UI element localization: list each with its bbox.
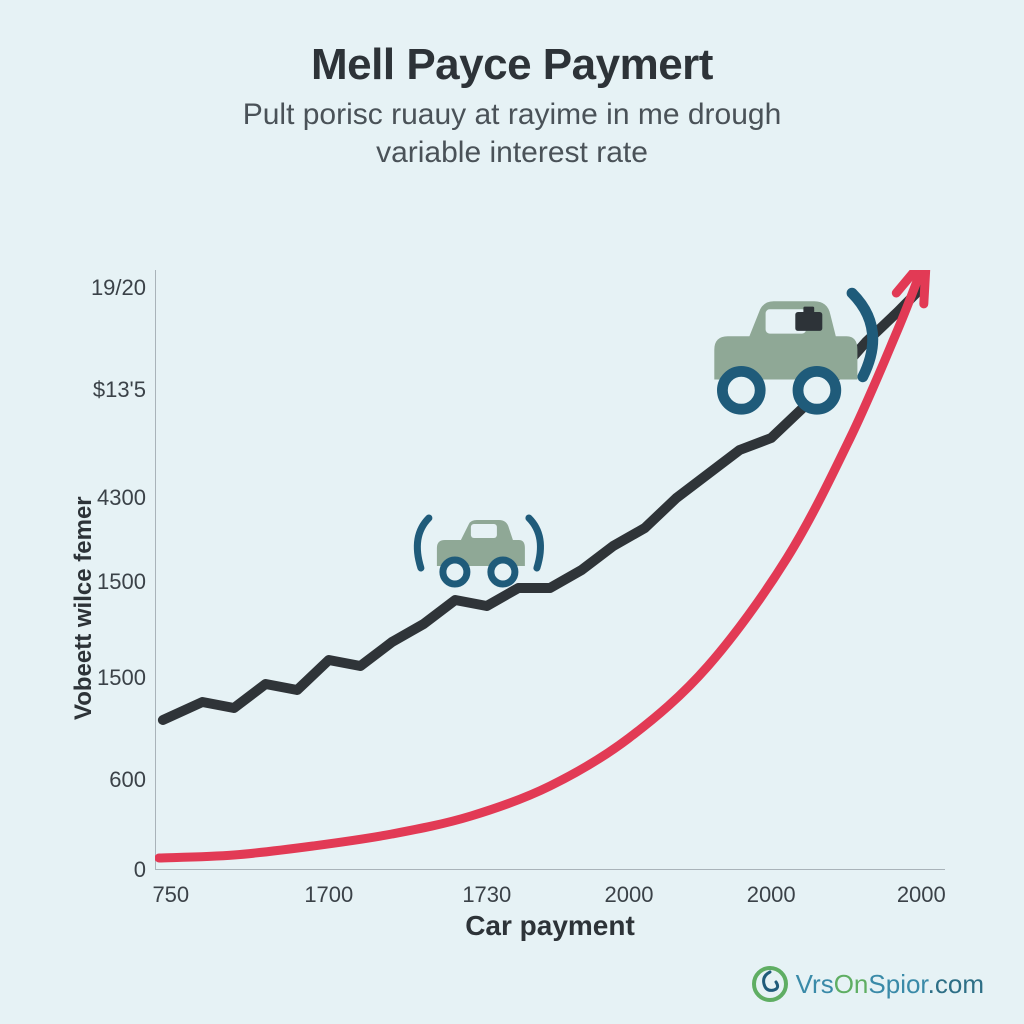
footer-logo: VrsOnSpior.com xyxy=(752,966,984,1002)
car-wheel-front xyxy=(722,371,760,409)
y-tick: 1500 xyxy=(66,665,146,691)
car-arc-left xyxy=(417,518,429,568)
car-icon-large xyxy=(714,293,872,409)
page-subtitle: Pult porisc ruauy at rayime in me drough… xyxy=(0,96,1024,171)
header: Mell Payce Paymert Pult porisc ruauy at … xyxy=(0,40,1024,171)
logo-icon xyxy=(752,966,788,1002)
x-tick: 2000 xyxy=(747,882,796,908)
y-tick: 1500 xyxy=(66,569,146,595)
car-arc-right xyxy=(529,518,541,568)
car-wheel-front xyxy=(443,560,467,584)
x-tick: 750 xyxy=(152,882,189,908)
page-title: Mell Payce Paymert xyxy=(0,40,1024,90)
x-tick: 1700 xyxy=(304,882,353,908)
x-tick: 2000 xyxy=(605,882,654,908)
y-tick: 19/20 xyxy=(66,275,146,301)
car-wheel-rear xyxy=(491,560,515,584)
x-tick: 2000 xyxy=(897,882,946,908)
subtitle-line-1: Pult porisc ruauy at rayime in me drough xyxy=(243,98,782,131)
subtitle-line-2: variable interest rate xyxy=(376,136,648,169)
car-wheel-rear xyxy=(798,371,836,409)
y-tick: 4300 xyxy=(66,485,146,511)
x-tick: 1730 xyxy=(462,882,511,908)
car-icon-small xyxy=(417,518,540,584)
y-tick: 0 xyxy=(66,857,146,883)
y-tick: $13'5 xyxy=(66,377,146,403)
car-window xyxy=(471,524,497,538)
y-tick: 600 xyxy=(66,767,146,793)
logo-text: VrsOnSpior.com xyxy=(796,969,984,1000)
chart-plot xyxy=(155,270,945,870)
